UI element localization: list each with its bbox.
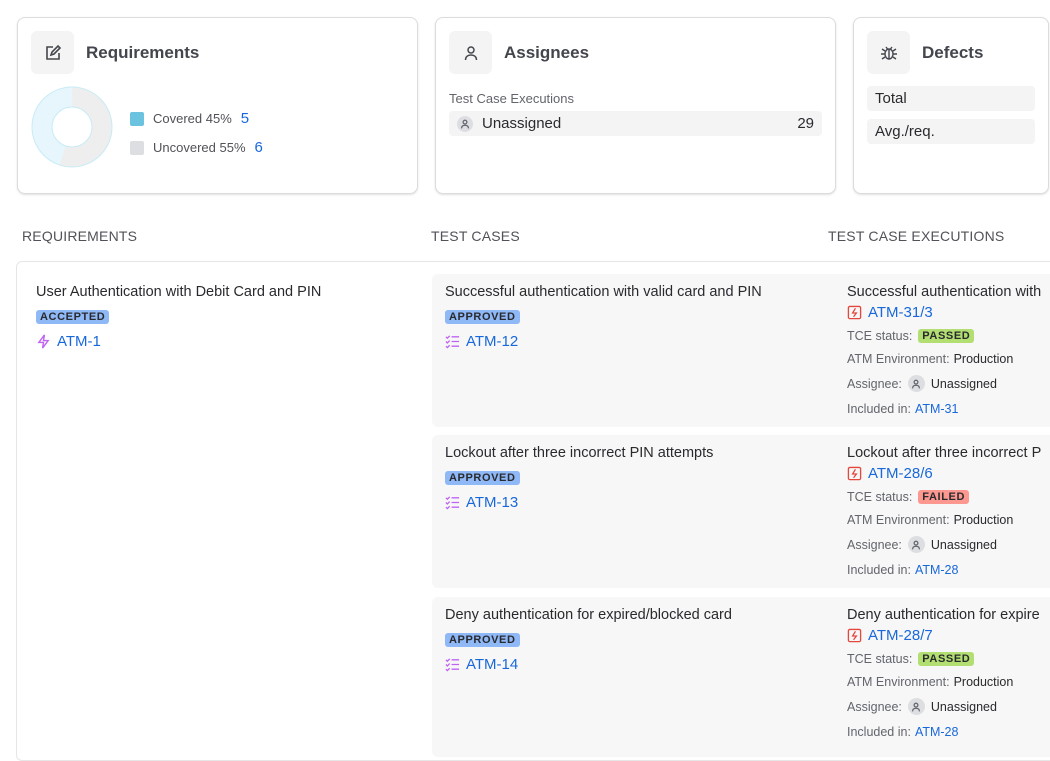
trace-row: Lockout after three incorrect PIN attemp… [432,435,1050,588]
checklist-icon [445,496,460,510]
assignee-count: 29 [797,115,814,132]
trace-row: Successful authentication with valid car… [432,274,1050,427]
tce-status: TCE status: FAILED [847,488,1042,505]
person-icon [449,31,492,74]
status-badge: ACCEPTED [36,310,110,324]
test-execution-item: Deny authentication for expire ATM-28/7 … [847,607,1042,740]
assignee: Assignee: Unassigned [847,698,997,715]
test-cycle-link[interactable]: ATM-31 [914,401,959,416]
defects-avg-row: Avg./req. [867,119,1035,144]
assignee: Assignee: Unassigned [847,375,997,392]
status-badge: APPROVED [445,633,520,647]
execution-title: Deny authentication for expire [847,607,1040,623]
card-title: Requirements [86,42,200,62]
checklist-icon [445,658,460,672]
test-case-key-link[interactable]: ATM-13 [445,494,825,511]
test-cycle-link[interactable]: ATM-28 [914,724,959,739]
test-case-title: Deny authentication for expired/blocked … [445,607,732,623]
execution-icon [847,466,862,481]
card-title: Assignees [504,42,590,62]
trace-row: Deny authentication for expired/blocked … [432,597,1050,757]
test-execution-item: Lockout after three incorrect P ATM-28/6… [847,445,1042,578]
test-case-key-link[interactable]: ATM-12 [445,333,825,350]
legend-uncovered: Uncovered 55% 6 [130,133,263,162]
execution-key-link[interactable]: ATM-28/7 [847,627,1042,644]
test-cycle-link[interactable]: ATM-28 [914,562,959,577]
assignees-summary-card: Assignees Test Case Executions Unassigne… [435,17,836,194]
defects-summary-card: Defects Total Avg./req. [853,17,1049,194]
bug-icon [867,31,910,74]
status-badge: APPROVED [445,310,520,324]
tce-status: TCE status: PASSED [847,327,1042,344]
assignee: Assignee: Unassigned [847,536,997,553]
status-badge: PASSED [918,328,975,343]
test-case-title: Successful authentication with valid car… [445,284,762,300]
legend-covered: Covered 45% 5 [130,104,263,133]
coverage-donut-chart [31,86,113,168]
defects-total-row: Total [867,86,1035,111]
test-case-item: Lockout after three incorrect PIN attemp… [445,445,825,511]
checklist-icon [445,335,460,349]
covered-count-link[interactable]: 5 [240,110,250,127]
included-in: Included in: ATM-28 [847,724,959,739]
requirement-item: User Authentication with Debit Card and … [36,284,321,350]
execution-icon [847,305,862,320]
assignees-subtitle: Test Case Executions [449,91,575,106]
column-header-executions: TEST CASE EXECUTIONS [828,228,1005,244]
environment: ATM Environment: Production [847,512,1014,527]
test-case-title: Lockout after three incorrect PIN attemp… [445,445,714,461]
test-case-item: Successful authentication with valid car… [445,284,825,350]
execution-key-link[interactable]: ATM-28/6 [847,465,1042,482]
uncovered-count-link[interactable]: 6 [254,139,263,156]
avatar-icon [907,536,925,553]
card-title: Defects [922,42,984,62]
environment: ATM Environment: Production [847,674,1014,689]
requirement-title: User Authentication with Debit Card and … [36,284,322,300]
covered-slice [32,87,112,167]
status-badge: PASSED [918,651,975,666]
avatar-icon [907,375,925,392]
tce-status: TCE status: PASSED [847,650,1042,667]
requirement-icon [37,334,50,349]
test-case-key-link[interactable]: ATM-14 [445,656,825,673]
assignee-name: Unassigned [482,115,562,132]
requirement-key-link[interactable]: ATM-1 [36,333,321,350]
execution-icon [847,628,862,643]
column-header-requirements: REQUIREMENTS [22,228,138,244]
included-in: Included in: ATM-31 [847,401,959,416]
environment: ATM Environment: Production [847,351,1014,366]
test-case-item: Deny authentication for expired/blocked … [445,607,825,673]
avatar-icon [907,698,925,715]
column-header-test-cases: TEST CASES [431,228,520,244]
avatar-icon [457,115,473,132]
test-execution-item: Successful authentication with ATM-31/3 … [847,284,1042,417]
status-badge: FAILED [918,489,970,504]
execution-title: Successful authentication with [847,284,1042,300]
execution-key-link[interactable]: ATM-31/3 [847,304,1042,321]
edit-icon [31,31,74,74]
status-badge: APPROVED [445,471,520,485]
execution-title: Lockout after three incorrect P [847,445,1042,461]
assignee-row[interactable]: Unassigned 29 [449,111,822,136]
requirements-summary-card: Requirements Covered 45% 5 Uncovered 55% 6 [17,17,418,194]
included-in: Included in: ATM-28 [847,562,959,577]
